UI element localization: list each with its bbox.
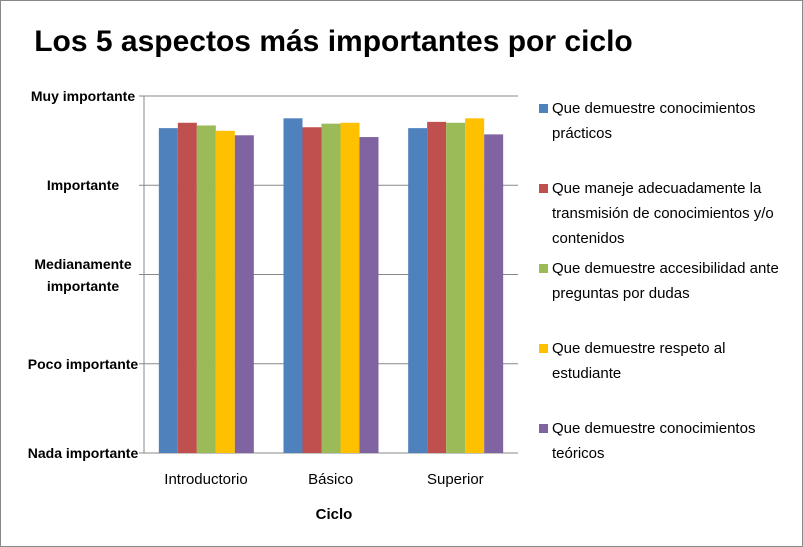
legend-label: Que demuestre accesibilidad ante pregunt… [552,260,779,302]
legend-swatch [539,184,548,193]
bar [177,122,197,454]
y-tick-label: Nada importante [27,445,139,461]
legend-label: Que demuestre conocimientos prácticos [552,100,756,142]
bar [196,125,216,453]
legend-label: Que demuestre respeto al estudiante [552,340,726,382]
legend-swatch [539,104,548,113]
bar [158,128,178,453]
legend-item: Que maneje adecuadamente la transmisión … [539,176,794,251]
legend-label: Que demuestre conocimientos teóricos [552,420,756,462]
y-tick-label: Medianamente importante [34,255,132,294]
bar [446,122,466,454]
legend-item: Que demuestre accesibilidad ante pregunt… [539,256,794,306]
x-axis-label: Ciclo [315,506,353,523]
bar [321,123,341,453]
x-tick-label: Básico [308,471,354,488]
legend-item: Que demuestre conocimientos prácticos [539,96,794,146]
bar [408,128,428,453]
x-tick-label: Superior [426,471,484,488]
legend-swatch [539,424,548,433]
bar [340,122,360,454]
y-tick-label: Muy importante [30,88,136,104]
y-tick-label: Importante [46,177,120,194]
y-tick-label: Poco importante [27,355,139,372]
legend-swatch [539,344,548,353]
legend-item: Que demuestre conocimientos teóricos [539,416,794,466]
bar [234,135,254,453]
bar [283,118,303,453]
bar [359,137,379,453]
bar [427,121,447,453]
bar [484,134,504,453]
bar [302,127,322,454]
legend-item: Que demuestre respeto al estudiante [539,336,794,386]
bar [465,118,485,453]
legend-swatch [539,264,548,273]
bar [215,130,235,453]
chart-title: Los 5 aspectos más importantes por ciclo [34,25,633,58]
x-tick-label: Introductorio [164,471,248,488]
legend-label: Que maneje adecuadamente la transmisión … [552,180,774,247]
